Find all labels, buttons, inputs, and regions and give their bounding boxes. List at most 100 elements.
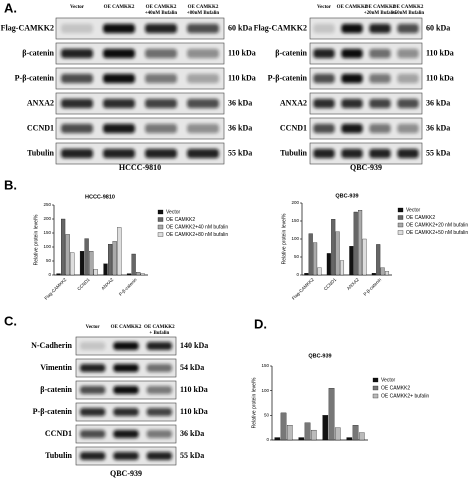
band <box>61 98 93 109</box>
protein-label: P-β-catenin <box>15 73 55 82</box>
lane-header: OE CAMKK2 <box>144 325 175 330</box>
y-tick-label: 0 <box>266 437 269 442</box>
protein-label: CCND1 <box>280 123 307 132</box>
bar <box>136 272 141 276</box>
size-label: 54 kDa <box>180 363 204 372</box>
protein-label: Vimentin <box>40 363 72 372</box>
protein-label: β-catenin <box>275 48 307 57</box>
blot-strip <box>309 117 423 140</box>
lane-header: OE CAMKK2 <box>365 5 396 10</box>
bar <box>339 260 345 276</box>
legend-label: OE CAMKK2+20 nM bufalin <box>406 222 468 228</box>
band <box>369 123 391 134</box>
band <box>80 386 106 394</box>
blot-strip <box>55 117 225 140</box>
bar <box>308 233 313 276</box>
band <box>369 73 391 84</box>
band <box>80 430 106 438</box>
y-axis-label: Relative protein level% <box>281 213 287 264</box>
lane-header: +50nM Bufalin <box>392 11 425 16</box>
size-label: 110 kDa <box>426 48 454 57</box>
band <box>80 452 106 460</box>
band <box>397 123 419 134</box>
panel-label: D. <box>254 316 267 331</box>
bar <box>70 252 75 276</box>
y-tick-label: 100 <box>43 244 51 249</box>
panel-label: C. <box>4 313 17 328</box>
legend-label: OE CAMKK2 <box>406 215 435 221</box>
y-axis-label: Relative protein level% <box>33 214 39 265</box>
lane-header: OE CAMKK2 <box>393 5 424 10</box>
x-tick-label: ANXA2 <box>346 277 360 291</box>
band <box>341 48 363 59</box>
bar <box>140 273 145 276</box>
band <box>103 98 135 109</box>
legend-swatch <box>372 393 379 399</box>
band <box>146 342 172 350</box>
x-tick-label: CCND1 <box>76 277 91 292</box>
band <box>103 48 135 59</box>
blot-strip <box>309 67 423 90</box>
lane-header: Vector <box>70 5 85 10</box>
band <box>61 48 93 59</box>
protein-label: N-Cadherin <box>31 341 72 350</box>
bar <box>328 388 335 441</box>
bar <box>84 238 89 276</box>
legend-swatch <box>397 207 404 213</box>
band <box>369 23 391 34</box>
band <box>341 23 363 34</box>
y-tick-label: 150 <box>43 230 51 235</box>
bar <box>358 210 363 276</box>
bar <box>65 234 70 276</box>
bar <box>280 412 287 441</box>
legend-label: Vector <box>166 209 181 215</box>
bar <box>112 241 117 276</box>
legend-swatch <box>157 224 164 230</box>
x-tick-label: Flag-CAMKK2 <box>43 277 67 301</box>
y-tick-label: 50 <box>46 258 52 263</box>
panel-label: A. <box>4 0 17 15</box>
bar <box>304 273 309 276</box>
band <box>113 386 139 394</box>
band <box>80 342 106 350</box>
size-label: 36 kDa <box>228 123 252 132</box>
panel-label: B. <box>4 177 17 192</box>
band <box>61 23 93 34</box>
bar <box>126 273 132 276</box>
band <box>113 408 139 416</box>
x-tick-label: P-β-catenin <box>118 277 138 297</box>
legend-swatch <box>157 232 164 237</box>
x-tick-label: Flag-CAMKK2 <box>291 277 315 301</box>
band <box>187 148 219 159</box>
bar <box>61 218 66 276</box>
bar <box>376 244 381 276</box>
bar <box>93 269 98 276</box>
bar <box>304 422 311 441</box>
protein-label: Flag-CAMKK2 <box>1 23 54 32</box>
legend-label: Vector <box>381 377 396 383</box>
bar <box>117 227 122 276</box>
size-label: 36 kDa <box>426 98 450 107</box>
bar <box>131 253 136 276</box>
band <box>341 98 363 109</box>
protein-label: Tubulin <box>27 148 54 157</box>
band <box>146 408 172 416</box>
band <box>397 148 419 159</box>
band <box>146 452 172 460</box>
x-tick-label: ANXA2 <box>100 277 114 291</box>
lane-header: Vector <box>317 5 332 10</box>
band <box>113 364 139 372</box>
cell-line: QBC-939 <box>350 163 382 172</box>
band <box>341 148 363 159</box>
chart-title: QBC-939 <box>308 353 331 359</box>
protein-label: CCND1 <box>27 123 54 132</box>
blot-strip <box>309 92 423 115</box>
bar <box>286 425 293 441</box>
y-tick-label: 150 <box>291 218 299 223</box>
protein-label: β-catenin <box>22 48 54 57</box>
lane-header: OE CAMKK2 <box>111 325 142 330</box>
legend-label: OE CAMKK2+50 nM bufalin <box>406 230 468 236</box>
band <box>146 386 172 394</box>
y-tick-label: 250 <box>43 202 51 207</box>
bar <box>313 242 318 276</box>
